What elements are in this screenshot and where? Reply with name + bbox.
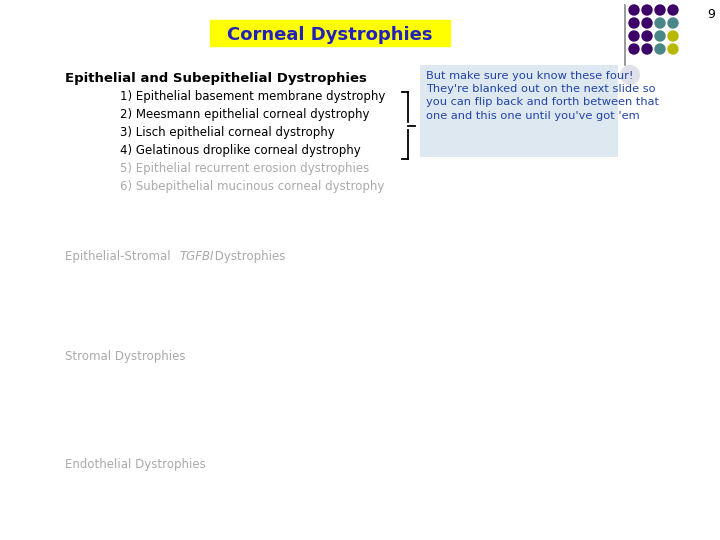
Text: But make sure you know these four!
They're blanked out on the next slide so
you : But make sure you know these four! They'… (426, 71, 659, 120)
Circle shape (642, 44, 652, 54)
Circle shape (655, 5, 665, 15)
Text: 4) Gelatinous droplike corneal dystrophy: 4) Gelatinous droplike corneal dystrophy (120, 144, 361, 157)
Circle shape (655, 18, 665, 28)
Text: Epithelial-Stromal: Epithelial-Stromal (65, 250, 174, 263)
Circle shape (655, 31, 665, 41)
Text: 3) Lisch epithelial corneal dystrophy: 3) Lisch epithelial corneal dystrophy (120, 126, 335, 139)
Text: 5) Epithelial recurrent erosion dystrophies: 5) Epithelial recurrent erosion dystroph… (120, 162, 369, 175)
Circle shape (642, 18, 652, 28)
Circle shape (629, 44, 639, 54)
Text: Stromal Dystrophies: Stromal Dystrophies (65, 350, 186, 363)
Circle shape (655, 44, 665, 54)
FancyBboxPatch shape (420, 65, 618, 157)
Text: Epithelial and Subepithelial Dystrophies: Epithelial and Subepithelial Dystrophies (65, 72, 367, 85)
Circle shape (668, 44, 678, 54)
Text: 1) Epithelial basement membrane dystrophy: 1) Epithelial basement membrane dystroph… (120, 90, 385, 103)
Circle shape (629, 18, 639, 28)
Circle shape (642, 5, 652, 15)
Circle shape (629, 5, 639, 15)
Text: Endothelial Dystrophies: Endothelial Dystrophies (65, 458, 206, 471)
Text: Corneal Dystrophies: Corneal Dystrophies (228, 26, 433, 44)
Text: 9: 9 (707, 8, 715, 21)
Text: Dystrophies: Dystrophies (211, 250, 285, 263)
Circle shape (668, 5, 678, 15)
Text: 6) Subepithelial mucinous corneal dystrophy: 6) Subepithelial mucinous corneal dystro… (120, 180, 384, 193)
Text: TGFBI: TGFBI (179, 250, 214, 263)
Ellipse shape (620, 65, 640, 85)
Text: 2) Meesmann epithelial corneal dystrophy: 2) Meesmann epithelial corneal dystrophy (120, 108, 369, 121)
Circle shape (668, 18, 678, 28)
Circle shape (642, 31, 652, 41)
Circle shape (668, 31, 678, 41)
FancyBboxPatch shape (210, 20, 450, 46)
Circle shape (629, 31, 639, 41)
